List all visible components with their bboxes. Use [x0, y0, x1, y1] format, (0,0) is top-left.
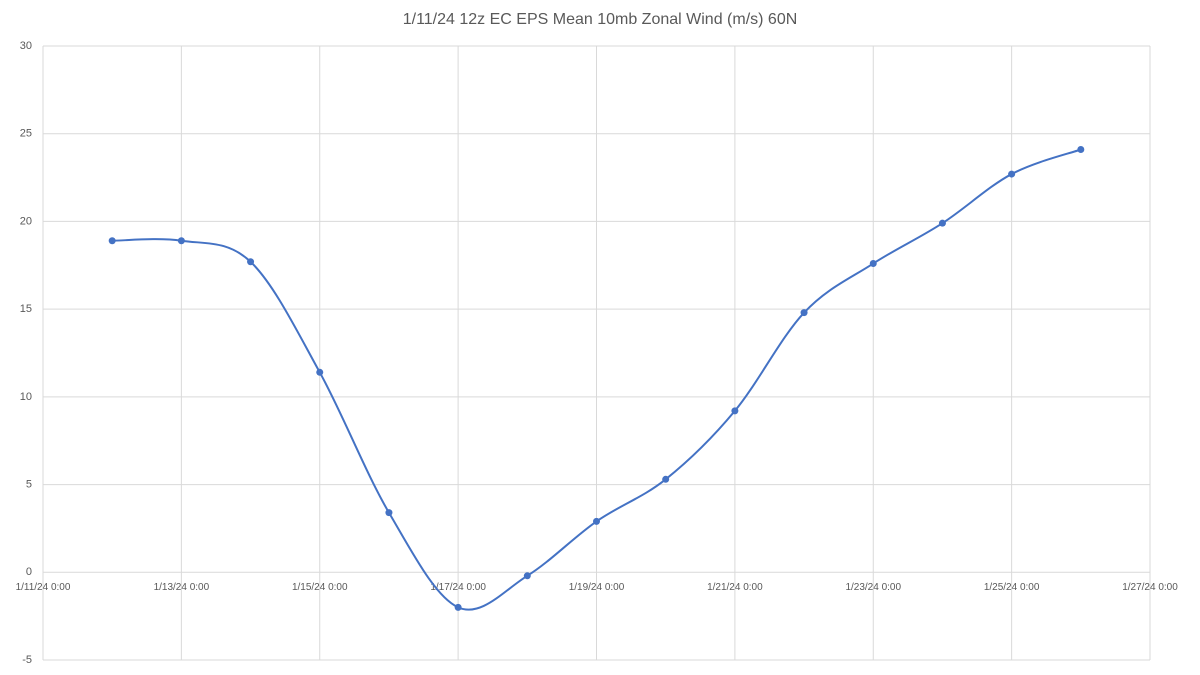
y-tick-label: 10 — [20, 391, 32, 403]
marker — [385, 509, 393, 517]
series-line — [112, 148, 1082, 611]
marker — [247, 258, 255, 266]
marker — [316, 368, 324, 376]
y-tick-label: 5 — [26, 478, 32, 490]
x-tick-label: 1/25/24 0:00 — [984, 582, 1040, 593]
chart-title: 1/11/24 12z EC EPS Mean 10mb Zonal Wind … — [403, 11, 798, 28]
x-tick-label: 1/21/24 0:00 — [707, 582, 763, 593]
marker — [662, 475, 670, 483]
marker — [1008, 170, 1016, 178]
x-tick-label: 1/19/24 0:00 — [569, 582, 625, 593]
x-tick-label: 1/15/24 0:00 — [292, 582, 348, 593]
marker — [454, 603, 462, 611]
marker — [869, 260, 877, 268]
marker — [731, 407, 739, 415]
marker — [593, 517, 600, 525]
marker — [108, 237, 116, 245]
marker — [177, 237, 185, 245]
y-tick-label: 15 — [20, 303, 32, 315]
y-tick-label: 25 — [20, 128, 32, 140]
y-tick-label: 0 — [26, 566, 32, 578]
x-tick-label: 1/11/24 0:00 — [16, 582, 71, 593]
marker — [1077, 146, 1085, 154]
y-tick-label: 30 — [20, 40, 32, 52]
y-tick-label: 20 — [20, 215, 32, 227]
y-tick-label: -5 — [22, 654, 32, 666]
x-tick-label: 1/13/24 0:00 — [154, 582, 210, 593]
marker — [938, 219, 946, 227]
x-tick-label: 1/23/24 0:00 — [845, 582, 901, 593]
marker — [800, 309, 808, 317]
marker — [523, 572, 531, 580]
x-tick-label: 1/17/24 0:00 — [430, 582, 486, 593]
x-tick-label: 1/27/24 0:00 — [1122, 582, 1178, 593]
